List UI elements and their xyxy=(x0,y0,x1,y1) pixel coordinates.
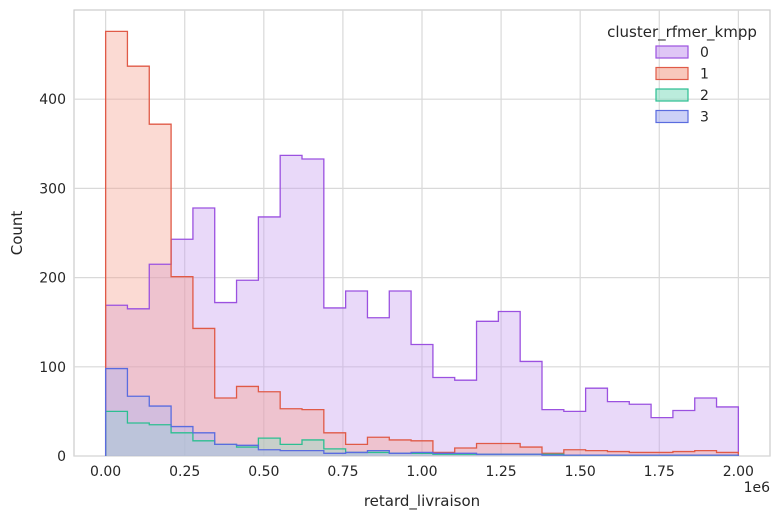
legend-label-0: 0 xyxy=(700,45,709,61)
x-offset-text: 1e6 xyxy=(744,480,771,496)
y-tick-label: 300 xyxy=(39,181,66,197)
y-axis-title: Count xyxy=(8,211,26,256)
x-tick-label: 1.75 xyxy=(644,464,675,480)
series-2-fill xyxy=(105,411,739,456)
legend-label-3: 3 xyxy=(700,110,709,126)
x-axis-title: retard_livraison xyxy=(364,492,480,511)
series-1-step-line xyxy=(104,30,740,456)
y-tick-label: 400 xyxy=(39,92,66,108)
y-tick-label: 100 xyxy=(39,360,66,376)
legend-swatch-0 xyxy=(655,45,689,59)
legend-swatch-1 xyxy=(655,66,689,81)
series-3-step-line xyxy=(104,367,740,456)
series-3-fill xyxy=(105,368,739,456)
x-tick-label: 1.00 xyxy=(406,464,437,480)
x-tick-label: 1.50 xyxy=(565,464,596,480)
x-tick-label: 0.00 xyxy=(90,464,121,480)
legend-swatch-3 xyxy=(655,109,689,124)
x-tick-label: 1.25 xyxy=(486,464,517,480)
x-tick-label: 0.25 xyxy=(169,464,200,480)
y-tick-label: 200 xyxy=(39,271,66,287)
series-1-fill xyxy=(105,31,739,457)
axes-layer: 0.00 0.25 0.50 0.75 1.00 1.25 1.50 1.75 2.00 0 100… xyxy=(39,92,754,480)
legend: cluster_rfmer_kmpp 0 1 2 3 xyxy=(607,23,757,126)
legend-label-2: 2 xyxy=(700,88,709,104)
y-tick-label: 0 xyxy=(57,449,66,465)
legend-title: cluster_rfmer_kmpp xyxy=(607,23,757,42)
legend-swatch-2 xyxy=(655,88,689,102)
x-tick-label: 2.00 xyxy=(723,464,754,480)
x-tick-label: 0.75 xyxy=(327,464,358,480)
x-tick-label: 0.50 xyxy=(248,464,279,480)
series-0-fill xyxy=(105,155,739,456)
series-0-step-line xyxy=(104,154,740,456)
legend-label-1: 1 xyxy=(700,67,709,83)
series-layer xyxy=(104,30,740,457)
